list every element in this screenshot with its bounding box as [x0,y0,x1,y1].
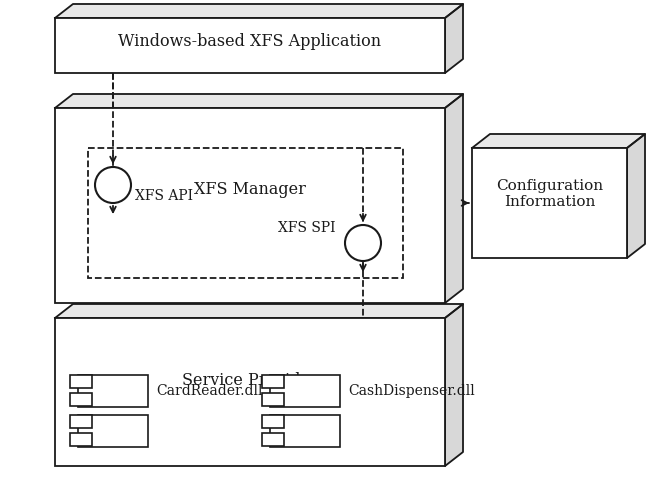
Bar [88,148,403,278]
Polygon shape [55,94,463,108]
Bar [70,433,92,445]
Polygon shape [55,4,463,18]
Bar [262,433,284,445]
Bar [262,393,284,406]
Bar [70,375,92,388]
Polygon shape [445,94,463,303]
Text: Configuration
Information: Configuration Information [496,179,603,209]
Polygon shape [627,134,645,258]
Text: Service Provider: Service Provider [182,372,318,389]
Bar [270,415,340,447]
Polygon shape [445,304,463,466]
Polygon shape [55,18,445,73]
Polygon shape [472,134,645,148]
Polygon shape [55,318,445,466]
Polygon shape [445,4,463,73]
Text: CashDispenser.dll: CashDispenser.dll [348,384,475,398]
Bar [70,415,92,428]
Polygon shape [472,148,627,258]
Bar [70,393,92,406]
Bar [262,375,284,388]
Polygon shape [55,108,445,303]
Bar [270,375,340,407]
Text: XFS API: XFS API [135,189,193,203]
Text: XFS SPI: XFS SPI [278,221,335,235]
Text: XFS Manager: XFS Manager [194,182,306,198]
Circle shape [345,225,381,261]
Text: CardReader.dll: CardReader.dll [156,384,263,398]
Text: Windows-based XFS Application: Windows-based XFS Application [118,32,381,49]
Bar [78,415,148,447]
Bar [78,375,148,407]
Circle shape [95,167,131,203]
Bar [262,415,284,428]
Polygon shape [55,304,463,318]
